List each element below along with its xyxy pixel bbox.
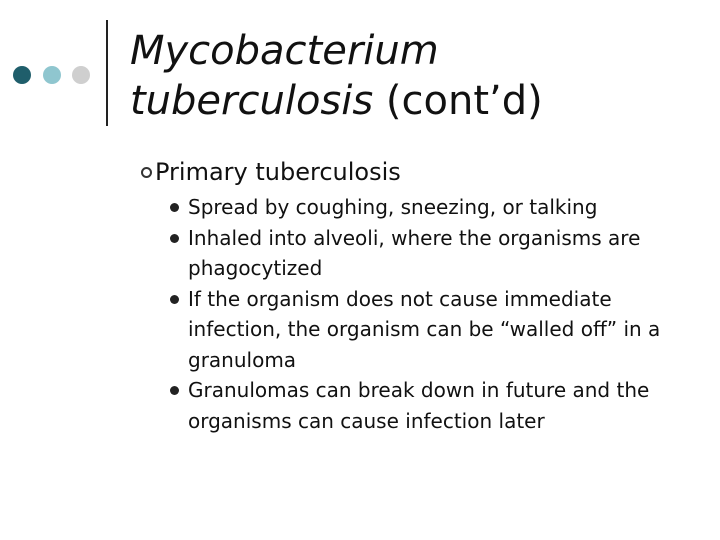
- dot: [43, 66, 61, 84]
- sub-bullet: If the organism does not cause immediate…: [170, 284, 668, 376]
- bullet-text: Primary tuberculosis: [155, 158, 401, 186]
- bullet-text: If the organism does not cause immediate…: [188, 286, 661, 372]
- sub-bullet: Inhaled into alveoli, where the organism…: [170, 223, 668, 284]
- bullet-marker: [170, 386, 179, 395]
- bullet-text: Spread by coughing, sneezing, or talking: [188, 195, 598, 219]
- title-italic: Mycobacterium tuberculosis: [130, 28, 439, 124]
- sub-list: Spread by coughing, sneezing, or talking…: [170, 192, 668, 436]
- title: Mycobacterium tuberculosis (cont’d): [130, 26, 550, 126]
- bullet-marker: [170, 233, 179, 243]
- title-suffix: (cont’d): [385, 78, 543, 124]
- sub-bullet: Granulomas can break down in future and …: [170, 375, 668, 436]
- bullet: Primary tuberculosis Spread by coughing,…: [141, 156, 668, 436]
- dot: [72, 66, 90, 84]
- sub-bullet: Spread by coughing, sneezing, or talking: [170, 192, 668, 223]
- dot: [13, 66, 31, 84]
- bullet-marker: [141, 167, 152, 178]
- bullet-text: Inhaled into alveoli, where the organism…: [188, 225, 641, 281]
- bullet-text: Granulomas can break down in future and …: [188, 378, 650, 433]
- bullet-marker: [170, 294, 179, 304]
- bullet-marker: [170, 203, 179, 212]
